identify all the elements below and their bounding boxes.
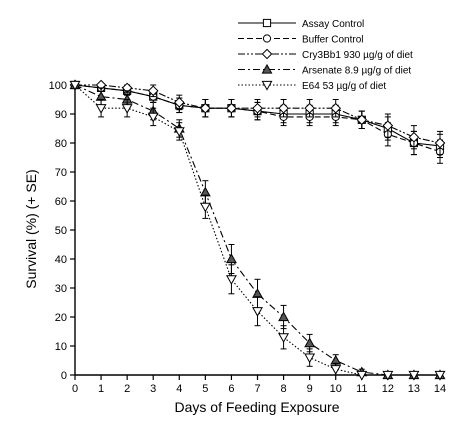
y-tick-label: 40	[55, 254, 67, 266]
series-marker	[304, 337, 316, 348]
series-layer	[69, 79, 446, 381]
series-marker	[261, 63, 273, 74]
legend-label: Assay Control	[302, 19, 364, 30]
series-marker	[252, 102, 263, 114]
y-tick-label: 10	[55, 341, 67, 353]
series-marker	[199, 186, 211, 197]
series-line	[74, 84, 440, 376]
x-tick-label: 12	[382, 383, 394, 395]
y-tick-label: 0	[61, 370, 67, 382]
legend-label: E64 53 µg/g of diet	[302, 81, 386, 92]
legend-item: Buffer Control	[238, 34, 364, 46]
series-marker	[382, 120, 394, 131]
series-4	[69, 80, 446, 381]
series-marker	[330, 354, 342, 365]
series-marker	[262, 18, 272, 28]
x-axis-title: Days of Feeding Exposure	[175, 399, 340, 415]
legend-item: Arsenate 8.9 µg/g of diet	[238, 63, 411, 77]
x-tick-label: 9	[307, 383, 313, 395]
series-marker	[262, 34, 272, 43]
series-marker	[69, 80, 81, 91]
x-tick-label: 1	[98, 383, 104, 395]
series-marker	[252, 288, 263, 298]
series-marker	[330, 365, 342, 375]
series-marker	[356, 114, 368, 126]
y-tick-label: 30	[55, 283, 67, 295]
series-marker	[121, 104, 133, 114]
x-tick-label: 10	[330, 383, 342, 395]
series-marker	[356, 370, 368, 381]
x-tick-label: 7	[254, 383, 260, 395]
x-tick-label: 6	[228, 383, 234, 395]
series-marker	[330, 102, 342, 114]
y-tick-label: 60	[55, 196, 67, 208]
series-marker	[278, 102, 289, 114]
legend-item: Assay Control	[238, 18, 364, 30]
series-marker	[408, 131, 420, 143]
series-marker	[199, 202, 211, 213]
x-tick-label: 5	[202, 383, 208, 395]
y-tick-label: 100	[49, 80, 67, 92]
series-marker	[225, 253, 237, 264]
series-marker	[252, 307, 263, 317]
legend-item: Cry3Bb1 930 µg/g of diet	[238, 48, 413, 61]
legend-label: Arsenate 8.9 µg/g of diet	[302, 66, 411, 77]
series-marker	[261, 80, 273, 91]
x-tick-label: 3	[150, 383, 156, 395]
series-marker	[173, 97, 185, 108]
series-marker	[304, 353, 316, 364]
x-tick-label: 0	[72, 383, 78, 395]
series-marker	[95, 90, 107, 101]
series-marker	[200, 102, 211, 114]
x-tick-label: 13	[408, 383, 420, 395]
x-tick-label: 4	[176, 383, 182, 395]
x-tick-label: 11	[356, 383, 367, 395]
y-axis-title: Survival (%) (+ SE)	[23, 169, 39, 288]
legend-item: E64 53 µg/g of diet	[238, 80, 386, 92]
x-tick-label: 2	[124, 383, 130, 395]
series-marker	[278, 311, 290, 322]
series-marker	[278, 333, 290, 343]
y-tick-label: 80	[55, 138, 67, 150]
series-marker	[173, 127, 185, 138]
series-marker	[408, 370, 420, 381]
series-marker	[147, 85, 159, 97]
series-marker	[304, 102, 315, 114]
legend: Assay Control Buffer Control Cry3Bb1 930 µ…	[238, 18, 413, 92]
x-tick-label: 8	[281, 383, 287, 395]
y-tick-label: 70	[55, 167, 67, 179]
series-marker	[226, 102, 237, 114]
y-tick-label: 90	[55, 109, 67, 121]
series-marker	[225, 275, 237, 285]
series-marker	[95, 104, 107, 114]
y-tick-label: 50	[55, 225, 67, 237]
series-marker	[434, 370, 446, 381]
series-2	[69, 79, 446, 156]
series-marker	[382, 370, 394, 381]
series-marker	[147, 112, 159, 123]
y-tick-label: 20	[55, 312, 67, 324]
legend-label: Cry3Bb1 930 µg/g of diet	[302, 50, 413, 61]
series-marker	[434, 137, 446, 149]
series-marker	[261, 48, 273, 60]
legend-label: Buffer Control	[302, 35, 364, 46]
series-line	[75, 84, 441, 144]
x-tick-label: 14	[434, 383, 446, 395]
